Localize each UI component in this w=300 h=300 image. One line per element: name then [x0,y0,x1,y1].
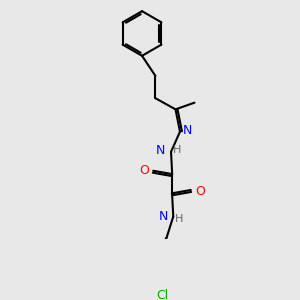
Text: H: H [175,214,183,224]
Text: N: N [156,144,166,157]
Text: Cl: Cl [156,289,168,300]
Text: N: N [183,124,193,136]
Text: O: O [195,185,205,198]
Text: H: H [172,145,181,155]
Text: N: N [158,210,168,223]
Text: O: O [139,164,149,177]
